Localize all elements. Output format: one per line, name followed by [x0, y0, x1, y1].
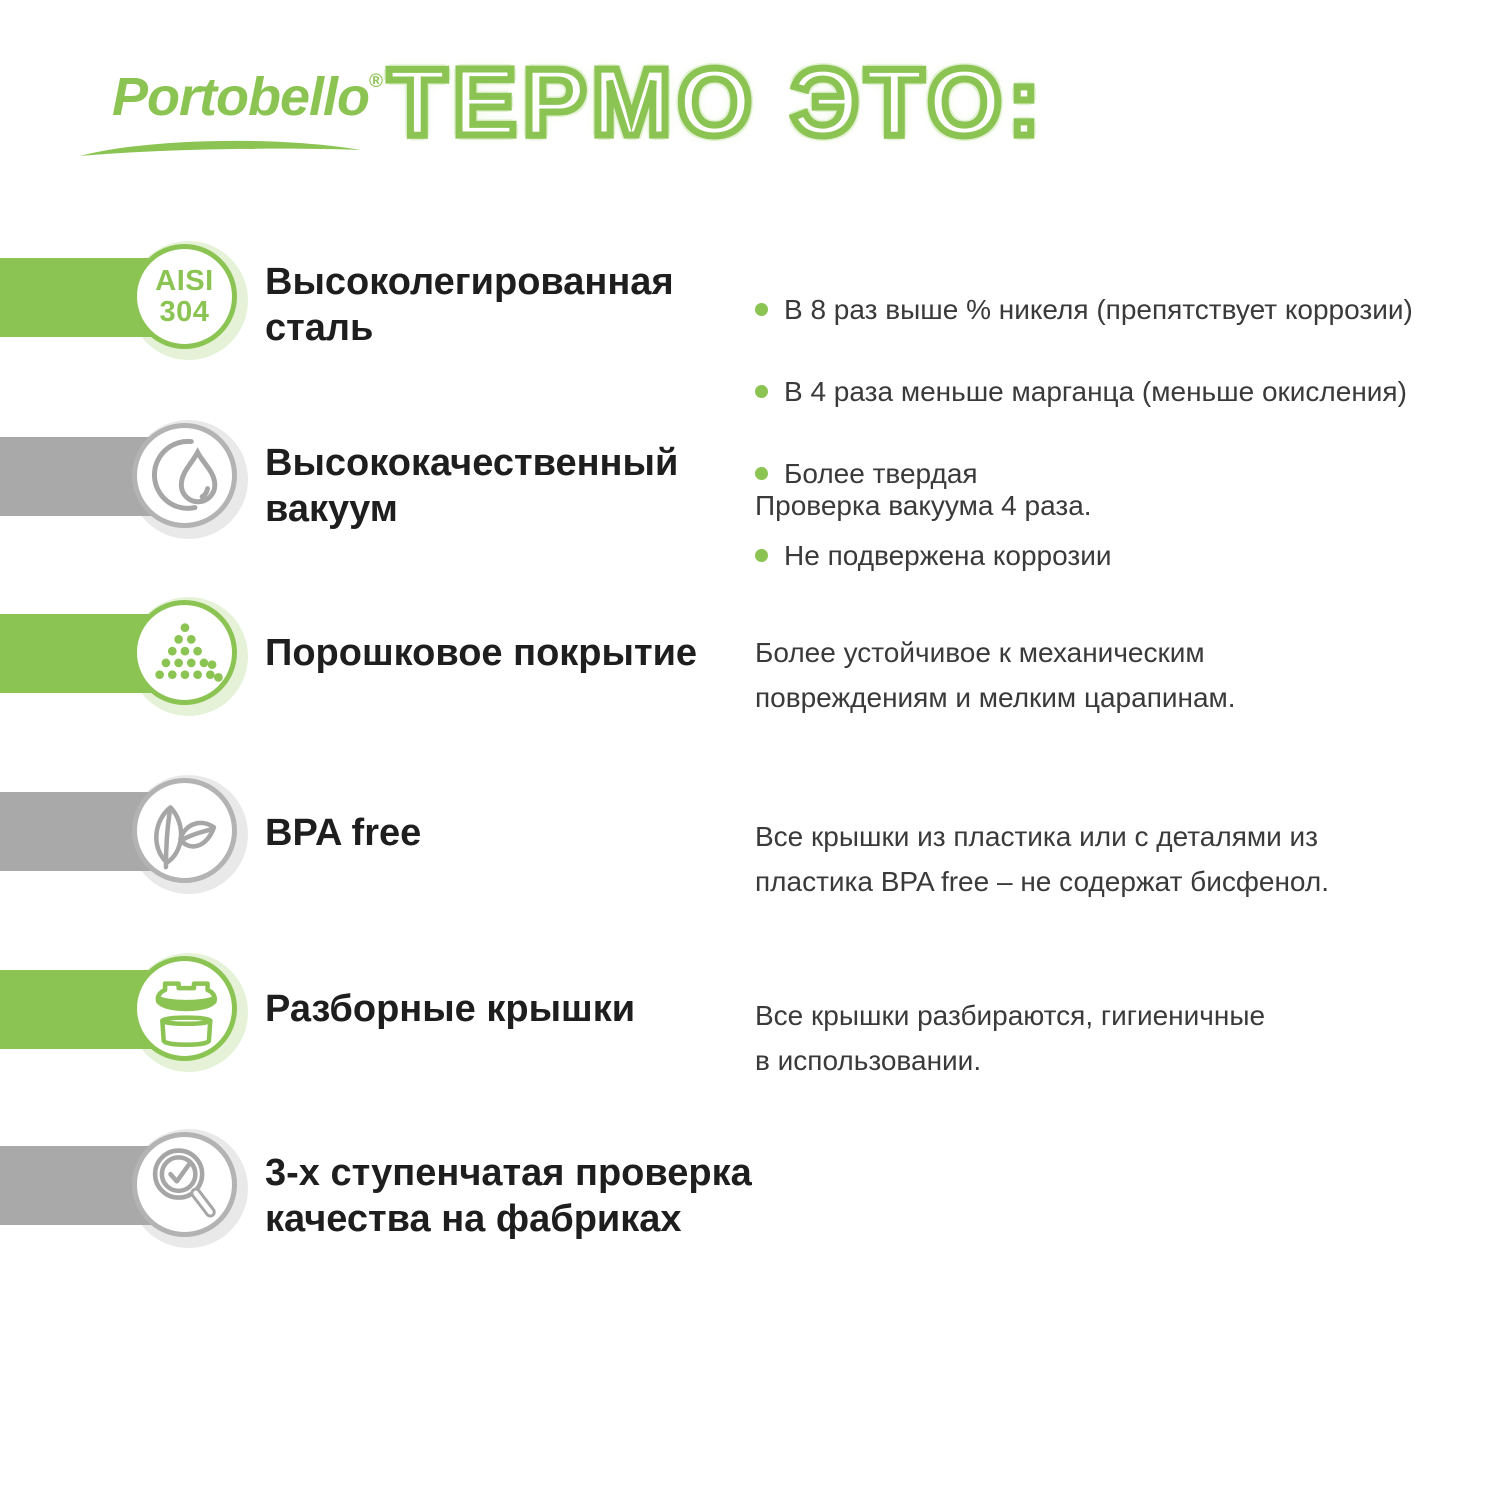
bullet-text: В 8 раз выше % никеля (препятствует корр… — [784, 294, 1413, 325]
feature-description: Все крышки из пластика или с деталями из… — [755, 821, 1329, 897]
bullet-item: В 8 раз выше % никеля (препятствует корр… — [755, 289, 1490, 330]
bullet-item: Не подвержена коррозии — [755, 535, 1490, 576]
feature-heading: BPA free — [265, 812, 422, 854]
bullet-item: В 4 раза меньше марганца (меньше окислен… — [755, 371, 1490, 412]
brand-logo-text: Portobello — [112, 67, 370, 127]
bullet-dot-icon — [755, 303, 768, 316]
bullet-dot-icon — [755, 467, 768, 480]
feature-heading: Разборные крышки — [265, 988, 636, 1030]
icon-circle — [132, 423, 237, 528]
icon-circle: AISI 304 — [132, 244, 237, 349]
bullet-text: В 4 раза меньше марганца (меньше окислен… — [784, 376, 1407, 407]
lid-parts-icon — [155, 981, 218, 1047]
icon-circle — [132, 1132, 237, 1237]
icon-circle — [132, 600, 237, 705]
feature-heading: Высококачественный вакуум — [265, 442, 679, 530]
icon-circle — [132, 956, 237, 1061]
droplet-icon — [152, 438, 218, 511]
feature-description: Все крышки разбираются, гигиеничные в ис… — [755, 1000, 1266, 1076]
feature-heading: 3-х ступенчатая проверка качества на фаб… — [265, 1152, 752, 1240]
feature-description: Проверка вакуума 4 раза. — [755, 490, 1092, 521]
bullet-dot-icon — [755, 385, 768, 398]
feature-heading: Порошковое покрытие — [265, 632, 698, 674]
bullet-item: Более твердая — [755, 453, 1490, 494]
bullet-text: Более твердая — [784, 458, 978, 489]
registered-trademark-icon: ® — [369, 71, 383, 92]
icon-circle — [132, 778, 237, 883]
bullet-text: Не подвержена коррозии — [784, 540, 1112, 571]
brand-logo: Portobello® — [112, 66, 383, 128]
page-title: ТЕРМО ЭТО: — [385, 46, 1046, 160]
aisi-304-badge: AISI 304 — [155, 264, 214, 328]
leaves-icon — [154, 805, 217, 870]
powder-dots-icon — [155, 623, 223, 682]
feature-heading: Высоколегированная сталь — [265, 261, 674, 349]
feature-description: Более устойчивое к механическим поврежде… — [755, 637, 1236, 713]
bullet-dot-icon — [755, 549, 768, 562]
logo-swoosh-icon — [78, 138, 363, 164]
bullet-list: В 8 раз выше % никеля (препятствует корр… — [755, 248, 1490, 617]
magnifier-check-icon — [152, 1148, 216, 1218]
